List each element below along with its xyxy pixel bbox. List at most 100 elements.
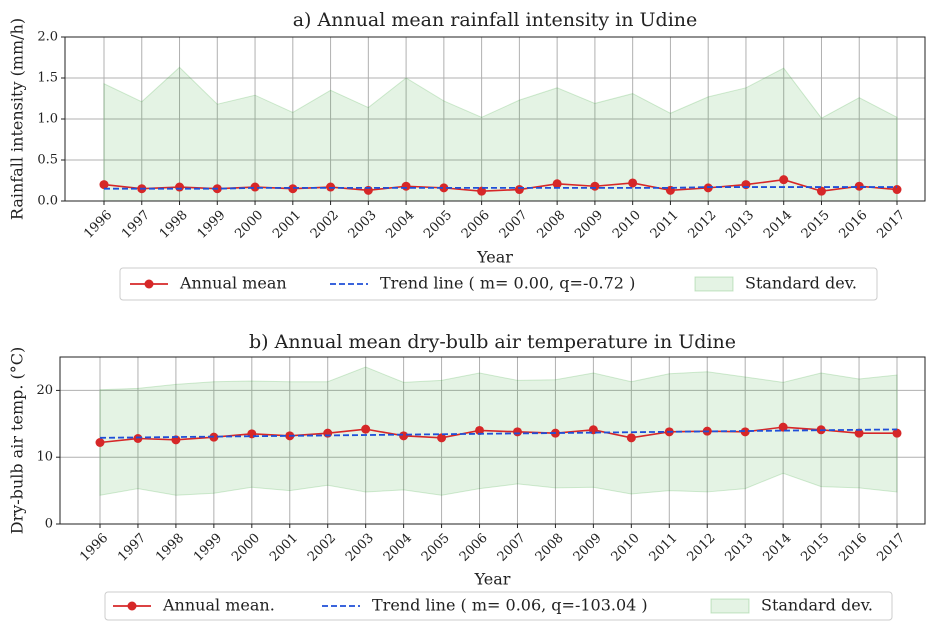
- x-tick-label: 1999: [195, 208, 229, 242]
- x-tick-label: 2005: [419, 531, 453, 565]
- mean-marker: [512, 427, 522, 437]
- mean-marker: [399, 431, 409, 441]
- legend-label: Annual mean: [179, 274, 287, 293]
- x-tick-label: 2008: [534, 208, 568, 242]
- mean-line: [103, 178, 898, 192]
- mean-marker: [626, 433, 636, 443]
- trend-line: [104, 186, 897, 190]
- x-tick-label: 1998: [153, 531, 187, 565]
- mean-marker: [854, 428, 864, 438]
- legend-swatch: [710, 598, 750, 614]
- x-tick-label: 2003: [346, 208, 380, 242]
- mean-marker: [740, 427, 750, 437]
- mean-marker: [514, 185, 524, 195]
- legend-label: Annual mean.: [162, 596, 275, 615]
- y-tick-label: 2.0: [37, 30, 58, 45]
- legend-box: [104, 591, 893, 621]
- y-tick-label: 0.0: [37, 194, 58, 209]
- mean-marker: [401, 181, 411, 191]
- chart-title: b) Annual mean dry-bulb air temperature …: [249, 331, 736, 353]
- mean-marker: [475, 425, 485, 435]
- x-tick-label: 2009: [571, 531, 605, 565]
- legend-swatch: [694, 276, 734, 292]
- x-tick-label: 2012: [685, 208, 719, 242]
- mean-marker: [361, 424, 371, 434]
- chart-title: a) Annual mean rainfall intensity in Udi…: [293, 9, 698, 31]
- x-tick-label: 2014: [761, 208, 795, 242]
- x-tick-label: 2006: [459, 208, 493, 242]
- mean-marker: [477, 186, 487, 196]
- x-tick-label: 2016: [836, 531, 870, 565]
- y-tick-label: 10: [36, 450, 53, 465]
- x-tick-label: 2010: [609, 531, 643, 565]
- mean-line: [99, 426, 897, 444]
- x-tick-label: 2007: [495, 531, 529, 565]
- x-tick-label: 1998: [157, 208, 191, 242]
- mean-marker: [552, 179, 562, 189]
- x-tick-label: 2001: [270, 208, 304, 242]
- x-tick-label: 2014: [760, 531, 794, 565]
- x-tick-label: 2013: [722, 531, 756, 565]
- legend-box: [119, 267, 878, 301]
- x-tick-label: 2003: [343, 531, 377, 565]
- x-tick-label: 2017: [874, 208, 908, 242]
- mean-marker: [288, 184, 298, 194]
- mean-marker: [590, 181, 600, 191]
- x-tick-label: 2011: [648, 208, 682, 242]
- trend-line: [99, 428, 898, 439]
- y-tick-label: 20: [36, 383, 53, 398]
- x-tick-label: 2008: [533, 531, 567, 565]
- x-tick-label: 2000: [229, 531, 263, 565]
- x-tick-label: 2000: [232, 208, 266, 242]
- y-axis-label: Dry-bulb air temp. (°C): [8, 347, 27, 535]
- mean-marker: [892, 185, 902, 195]
- x-tick-label: 2002: [308, 208, 342, 242]
- mean-marker: [854, 181, 864, 191]
- x-tick-label: 2015: [799, 208, 833, 242]
- x-tick-label: 2001: [267, 531, 301, 565]
- x-tick-label: 2002: [305, 531, 339, 565]
- mean-marker: [175, 182, 185, 192]
- legend-marker: [127, 601, 137, 611]
- x-tick-label: 2017: [874, 531, 908, 565]
- y-tick-label: 0: [45, 517, 53, 532]
- x-tick-label: 2013: [723, 208, 757, 242]
- x-axis-label: Year: [476, 248, 513, 267]
- y-axis-label: Rainfall intensity (mm/h): [8, 18, 27, 220]
- x-tick-label: 2015: [798, 531, 832, 565]
- mean-marker: [95, 438, 105, 448]
- y-tick-label: 1.5: [37, 71, 58, 86]
- legend-label: Standard dev.: [761, 596, 873, 615]
- mean-marker: [99, 180, 109, 190]
- x-tick-label: 2005: [421, 208, 455, 242]
- mean-marker: [628, 178, 638, 188]
- x-tick-label: 2004: [383, 208, 417, 242]
- mean-marker: [892, 428, 902, 438]
- mean-marker: [437, 433, 447, 443]
- mean-marker: [779, 175, 789, 185]
- x-tick-label: 2010: [610, 208, 644, 242]
- axes-frame: [59, 356, 926, 525]
- x-tick-label: 2009: [572, 208, 606, 242]
- x-tick-label: 2006: [457, 531, 491, 565]
- x-tick-label: 2016: [837, 208, 871, 242]
- x-tick-label: 1997: [119, 208, 153, 242]
- x-tick-label: 2012: [685, 531, 719, 565]
- x-tick-label: 2011: [647, 531, 681, 565]
- legend-label: Trend line ( m= 0.06, q=-103.04 ): [372, 596, 648, 615]
- x-axis-label: Year: [474, 570, 511, 589]
- x-tick-label: 2007: [497, 208, 531, 242]
- mean-marker: [816, 186, 826, 196]
- mean-marker: [778, 422, 788, 432]
- y-tick-label: 1.0: [37, 112, 58, 127]
- x-tick-label: 1997: [115, 531, 149, 565]
- mean-marker: [250, 182, 260, 192]
- legend-label: Standard dev.: [745, 274, 857, 293]
- x-tick-label: 1996: [81, 208, 115, 242]
- x-tick-label: 1996: [77, 531, 111, 565]
- legend-label: Trend line ( m= 0.00, q=-0.72 ): [380, 274, 635, 293]
- x-tick-label: 1999: [191, 531, 225, 565]
- mean-marker: [439, 183, 449, 193]
- legend-marker: [144, 279, 154, 289]
